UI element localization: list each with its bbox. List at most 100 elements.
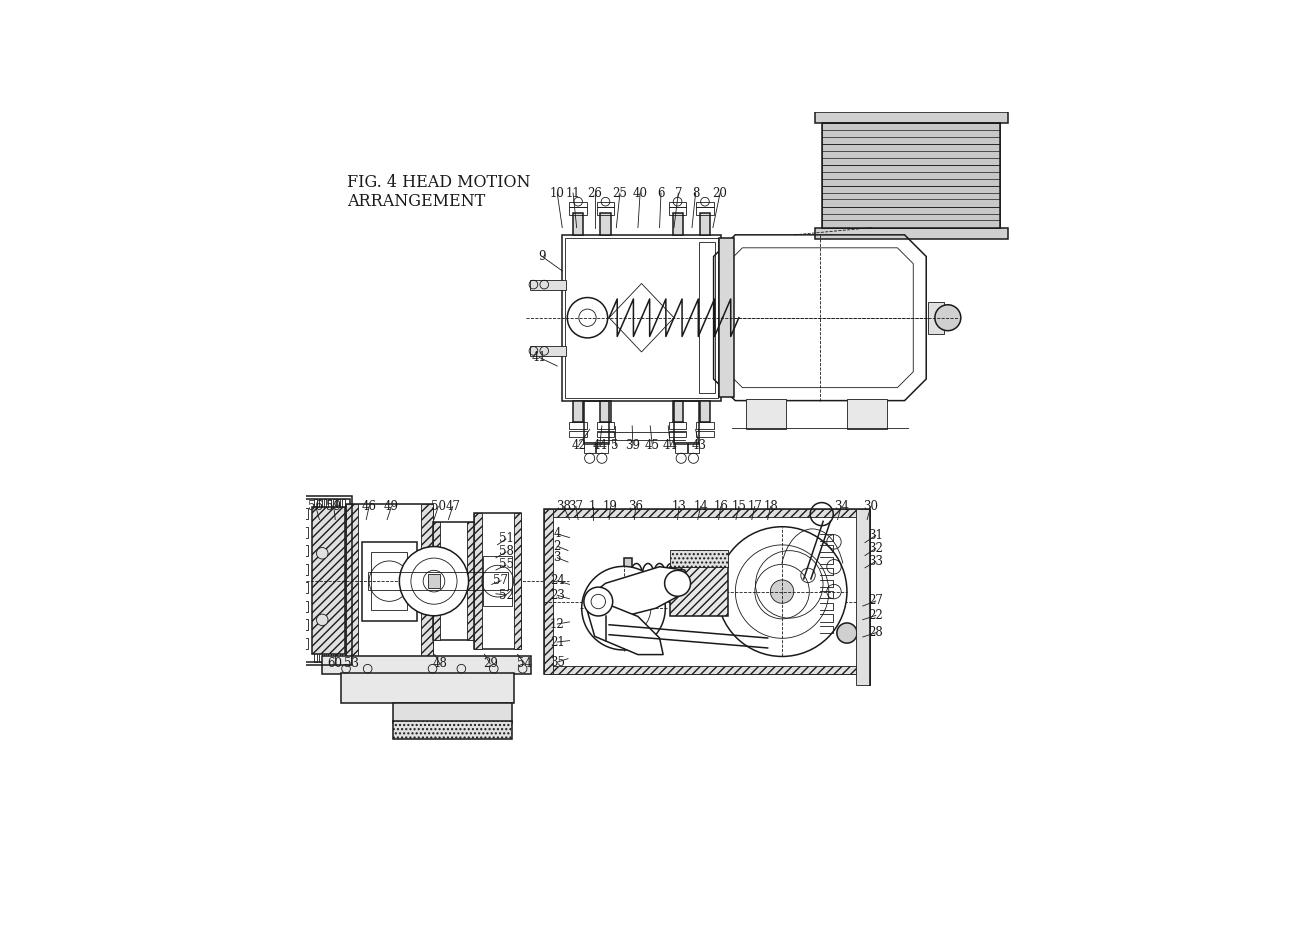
Bar [393,722,511,739]
Text: 37: 37 [569,500,583,513]
Text: 1: 1 [589,500,596,513]
Bar [822,165,1000,186]
Bar [669,208,686,214]
Circle shape [316,614,328,625]
Text: 42: 42 [571,439,587,452]
Bar [570,431,587,436]
Bar [572,213,583,235]
Text: 23: 23 [550,589,565,602]
Text: 20: 20 [713,186,727,199]
Circle shape [717,527,847,656]
Text: 53: 53 [343,657,359,670]
Bar [822,207,1000,227]
Bar [514,513,522,650]
Text: 13: 13 [671,500,687,513]
Text: 17: 17 [747,500,762,513]
Text: 51: 51 [498,533,514,546]
Bar [623,558,632,595]
Text: 48: 48 [432,657,448,670]
Bar [860,509,869,675]
Bar [341,673,514,703]
Text: 40: 40 [632,186,648,199]
Text: 39: 39 [626,439,640,452]
Text: FIG. 4 HEAD MOTION
ARRANGEMENT: FIG. 4 HEAD MOTION ARRANGEMENT [347,173,531,211]
Text: 34: 34 [834,500,848,513]
Bar [601,401,610,422]
Bar [700,401,710,422]
Bar [696,431,714,436]
Bar [562,235,721,401]
Bar [475,513,522,650]
Bar [544,509,869,675]
Bar [530,280,566,289]
Text: 45: 45 [645,439,660,452]
Circle shape [618,603,630,614]
Bar [371,552,407,610]
Bar [346,504,358,659]
Text: 16: 16 [713,500,729,513]
Bar [822,144,1000,165]
Circle shape [567,298,608,338]
Bar [467,522,475,640]
Bar [869,509,870,685]
Bar [601,213,610,235]
Bar [814,111,1008,124]
Bar [675,442,687,453]
Bar [475,513,481,650]
Text: 50: 50 [431,500,446,513]
Text: 19: 19 [604,500,618,513]
Bar [822,186,1000,207]
Text: 49: 49 [384,500,399,513]
Bar [670,550,729,566]
Bar [544,665,869,675]
Bar [670,566,729,617]
Bar [570,422,587,430]
Bar [710,558,718,595]
Text: 11: 11 [566,186,580,199]
Bar [929,302,945,333]
Bar [565,238,718,398]
Text: 10: 10 [550,186,565,199]
Bar [428,574,440,589]
Text: 27: 27 [868,594,883,607]
Bar [699,242,716,393]
Circle shape [935,305,961,330]
Text: 15: 15 [731,500,747,513]
Text: 43: 43 [692,439,706,452]
Bar [362,542,416,621]
Bar [432,522,475,640]
Bar [696,201,714,208]
Bar [745,399,786,430]
Text: 7: 7 [674,186,682,199]
Bar [422,504,432,659]
Bar [597,201,614,208]
Text: 6: 6 [657,186,665,199]
Text: 54: 54 [518,657,532,670]
Text: 58: 58 [498,546,514,559]
Bar [530,345,566,356]
Text: 30: 30 [864,500,878,513]
Bar [303,496,351,665]
Bar [572,401,583,422]
Text: 38: 38 [557,500,571,513]
Bar [312,506,345,654]
Text: 56: 56 [308,500,323,513]
Text: 22: 22 [868,609,883,622]
Text: 18: 18 [764,500,778,513]
Text: 25: 25 [613,186,627,199]
Text: 59: 59 [327,500,341,513]
Text: 21: 21 [550,636,565,649]
Text: 26: 26 [587,186,602,199]
Bar [484,556,513,607]
Bar [696,208,714,214]
Bar [584,442,596,453]
Bar [432,522,440,640]
Bar [597,422,614,430]
Text: 44: 44 [664,439,678,452]
Text: 28: 28 [868,626,883,639]
Polygon shape [591,566,688,617]
Bar [822,124,1000,144]
Text: 52: 52 [498,589,514,602]
Text: 24: 24 [550,575,565,587]
Bar [696,422,714,430]
